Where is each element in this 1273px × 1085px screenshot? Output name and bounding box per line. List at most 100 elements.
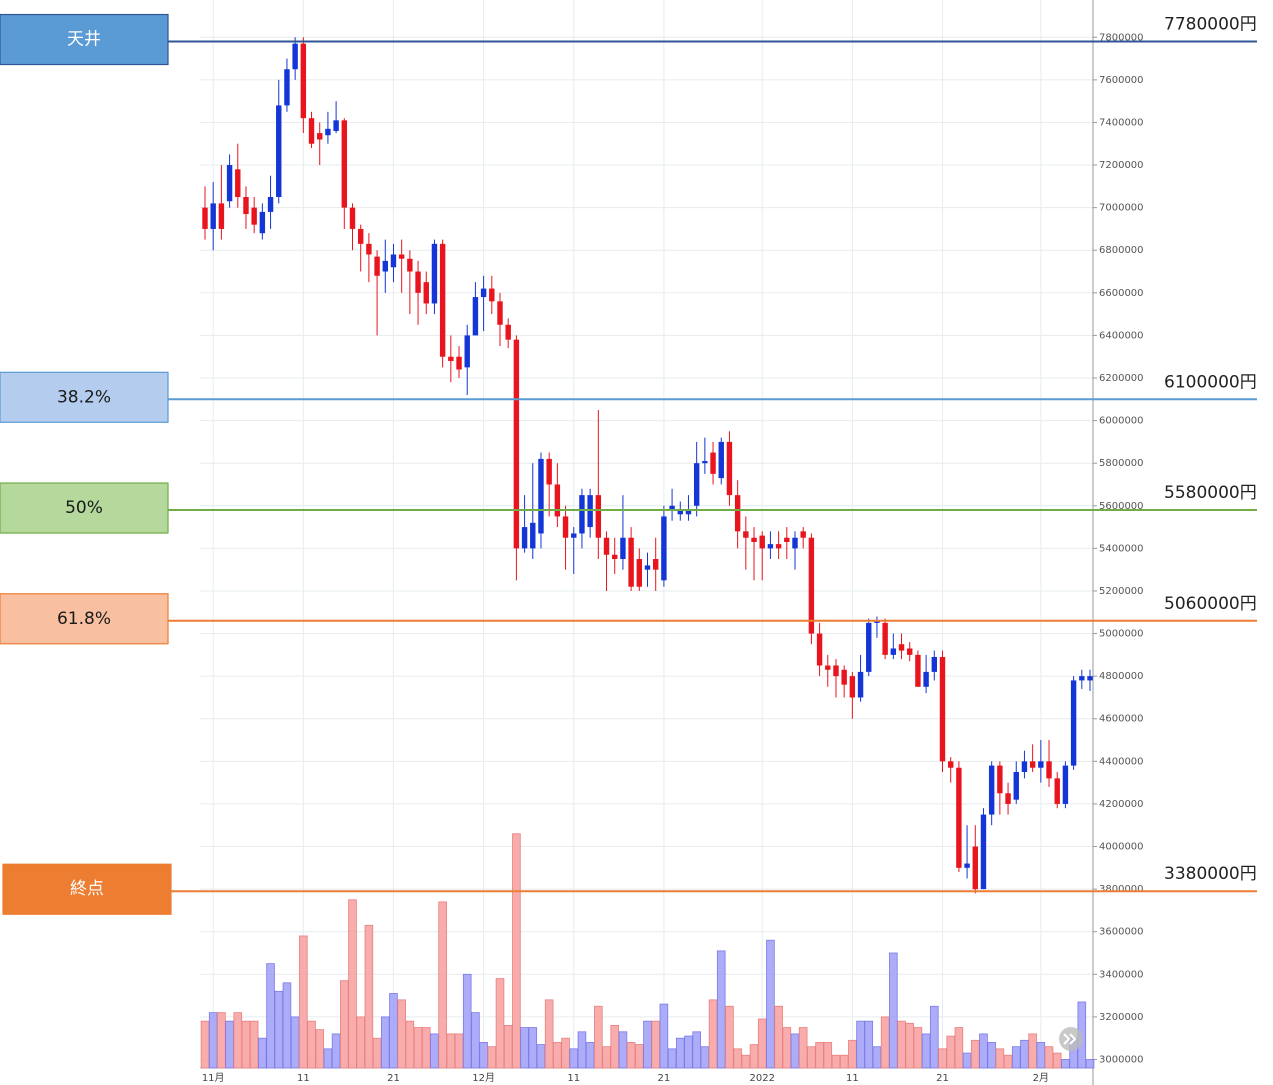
candle-body xyxy=(931,656,938,672)
candle-body xyxy=(259,211,266,234)
candle-body xyxy=(612,554,618,560)
volume-bar xyxy=(446,1033,456,1069)
volume-bar xyxy=(503,1025,513,1069)
candle-body xyxy=(284,69,290,106)
y-tick-label: 6800000 xyxy=(1099,245,1144,256)
level-price: 5580000円 xyxy=(1164,483,1257,503)
volume-bar xyxy=(692,1031,701,1069)
x-tick-label: 11 xyxy=(846,1073,859,1084)
candle-body xyxy=(431,243,438,304)
candle-body xyxy=(833,665,839,677)
candle-body xyxy=(243,196,249,215)
candle-body xyxy=(661,516,667,581)
candle-body xyxy=(505,324,511,340)
volume-bar xyxy=(282,982,292,1069)
y-tick-label: 5600000 xyxy=(1099,501,1144,512)
level-box xyxy=(0,13,169,66)
candle-body xyxy=(644,565,651,570)
candle-body xyxy=(317,133,323,140)
volume-bar xyxy=(610,1025,620,1069)
candle-body xyxy=(1005,793,1011,804)
volume-bar xyxy=(405,1020,415,1069)
candle-body xyxy=(202,207,208,229)
y-tick-label: 5200000 xyxy=(1099,586,1144,597)
volume-bar xyxy=(536,1044,546,1069)
candle-body xyxy=(554,484,561,517)
y-tick-label: 3000000 xyxy=(1099,1054,1144,1065)
candle-body xyxy=(513,339,520,549)
y-tick-label: 7800000 xyxy=(1099,32,1144,43)
volume-bar xyxy=(577,1031,587,1069)
candle-body xyxy=(677,510,683,515)
x-tick-label: 12月 xyxy=(472,1072,495,1084)
candle-body xyxy=(325,128,331,136)
candle-body xyxy=(726,441,733,496)
level-name: 50% xyxy=(65,498,103,518)
candle-body xyxy=(571,533,577,538)
candle-body xyxy=(579,495,585,534)
volume-bar xyxy=(495,978,505,1069)
volume-bar xyxy=(1052,1052,1062,1069)
candle-body xyxy=(595,495,602,538)
volume-bar xyxy=(741,1054,751,1069)
volume-bar xyxy=(299,935,308,1069)
volume-bar xyxy=(643,1020,652,1069)
volume-bar xyxy=(700,1046,710,1069)
candle-body xyxy=(685,510,692,515)
volume-bar xyxy=(987,1042,996,1069)
candle-body xyxy=(530,522,536,549)
candle-body xyxy=(497,301,503,325)
y-tick-label: 7400000 xyxy=(1099,117,1144,128)
volume-bar xyxy=(340,980,349,1069)
candle-body xyxy=(1021,761,1028,772)
volume-bar xyxy=(1020,1039,1029,1069)
volume-bar xyxy=(635,1044,644,1069)
candle-body xyxy=(628,537,634,587)
volume-bar xyxy=(249,1020,259,1069)
y-tick-label: 3600000 xyxy=(1099,927,1144,938)
volume-bar xyxy=(585,1042,595,1069)
volume-bar xyxy=(544,999,554,1069)
volume-bar xyxy=(315,1029,325,1069)
volume-bar xyxy=(757,1018,767,1069)
volume-bar xyxy=(380,1016,390,1069)
volume-bar xyxy=(823,1042,833,1069)
volume-bar xyxy=(553,1042,562,1069)
volume-bar xyxy=(913,1027,923,1069)
volume-bar xyxy=(798,1027,808,1069)
volume-bar xyxy=(594,1005,603,1069)
volume-bar xyxy=(897,1020,906,1069)
volume-bar xyxy=(454,1033,464,1069)
scroll-button-icon xyxy=(1063,1033,1077,1045)
candle-body xyxy=(456,356,462,370)
y-tick-label: 5000000 xyxy=(1099,629,1144,640)
volume-bar xyxy=(749,1044,759,1069)
volume-bar xyxy=(290,1016,300,1069)
scroll-button[interactable] xyxy=(1059,1027,1083,1051)
volume-bar xyxy=(602,1046,611,1069)
candle-body xyxy=(390,254,397,268)
volume-bar xyxy=(774,1005,783,1069)
candle-body xyxy=(1038,761,1044,768)
volume-bar xyxy=(430,1033,439,1069)
candle-body xyxy=(898,644,905,651)
candle-body xyxy=(743,531,749,538)
y-tick-label: 4600000 xyxy=(1099,714,1144,725)
candle-body xyxy=(546,458,552,485)
candle-body xyxy=(382,260,388,272)
candle-body xyxy=(874,620,880,623)
x-tick-label: 21 xyxy=(387,1073,400,1084)
volume-bar xyxy=(725,1005,734,1069)
volume-bar xyxy=(864,1020,874,1069)
y-tick-label: 6600000 xyxy=(1099,288,1144,299)
volume-bar xyxy=(675,1037,685,1069)
x-tick-label: 2022 xyxy=(749,1073,774,1084)
candle-body xyxy=(464,335,470,368)
candle-body xyxy=(759,535,765,549)
candle-body xyxy=(718,441,724,479)
volume-bar xyxy=(930,1005,939,1069)
candle-body xyxy=(923,671,929,687)
volume-bar xyxy=(487,1046,497,1069)
level-price: 6100000円 xyxy=(1164,372,1257,392)
